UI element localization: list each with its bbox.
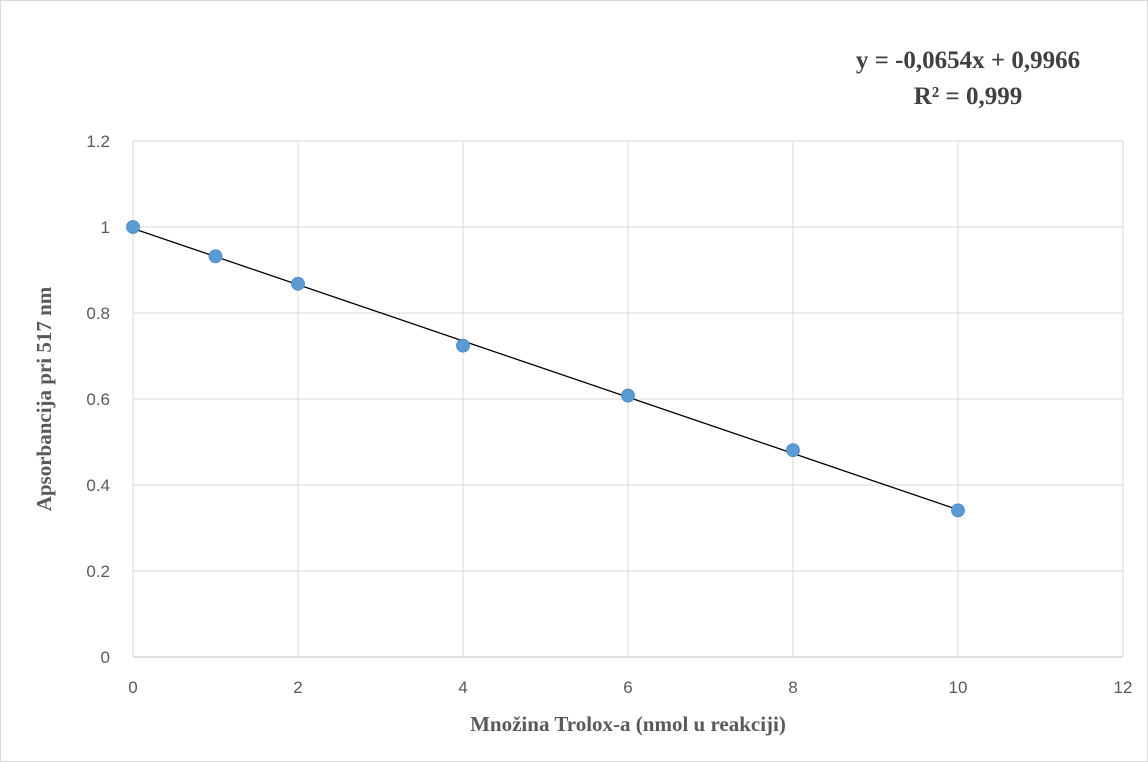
y-tick-label: 0.4 bbox=[86, 476, 110, 495]
data-points bbox=[126, 220, 965, 518]
data-point bbox=[786, 443, 800, 458]
x-tick-label: 8 bbox=[788, 678, 797, 697]
trendline-line bbox=[132, 227, 959, 511]
x-tick-label: 6 bbox=[623, 678, 632, 697]
data-point bbox=[951, 503, 965, 518]
x-tick-label: 12 bbox=[1114, 678, 1133, 697]
y-tick-label: 0.6 bbox=[86, 390, 110, 409]
x-tick-label: 4 bbox=[458, 678, 467, 697]
data-point bbox=[456, 338, 470, 353]
y-tick-label: 1 bbox=[101, 218, 110, 237]
data-point bbox=[621, 388, 635, 403]
tick-labels: 0 2 4 6 8 10 12 0 0.2 0.4 0.6 0.8 1 1.2 bbox=[86, 132, 1132, 697]
y-tick-label: 1.2 bbox=[86, 132, 110, 151]
x-tick-label: 0 bbox=[128, 678, 137, 697]
r-squared-label: R² = 0,999 bbox=[914, 83, 1023, 110]
data-point bbox=[291, 276, 305, 291]
x-tick-label: 2 bbox=[293, 678, 302, 697]
data-point bbox=[208, 249, 223, 264]
trendline-equation: y = -0,0654x + 0,9966 bbox=[856, 47, 1080, 74]
y-tick-label: 0.2 bbox=[86, 562, 110, 581]
x-tick-label: 10 bbox=[949, 678, 968, 697]
y-tick-label: 0.8 bbox=[86, 304, 110, 323]
y-axis-title: Apsorbancija pri 517 nm bbox=[32, 286, 56, 511]
y-tick-label: 0 bbox=[101, 648, 110, 667]
data-point bbox=[126, 220, 140, 234]
trendline bbox=[132, 227, 959, 511]
x-axis-title: Množina Trolox-a (nmol u reakciji) bbox=[470, 712, 786, 736]
